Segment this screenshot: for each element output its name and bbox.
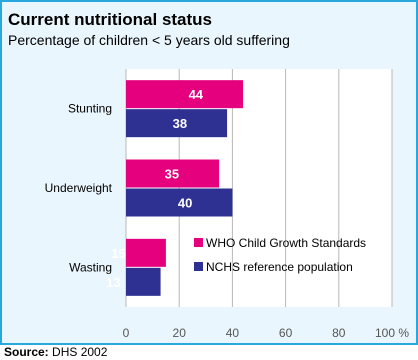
category-label: Wasting	[69, 260, 112, 274]
bar-value-label: 13	[106, 275, 120, 290]
bar	[126, 267, 161, 296]
bar-value-label: 38	[173, 116, 187, 131]
legend-label: WHO Child Growth Standards	[206, 236, 366, 250]
bar	[126, 238, 166, 267]
x-tick-label: 20	[173, 326, 187, 340]
source-text: DHS 2002	[52, 345, 108, 359]
legend-label: NCHS reference population	[206, 260, 353, 274]
legend-swatch	[194, 238, 203, 247]
plot-area	[126, 69, 392, 307]
bar	[126, 109, 228, 138]
category-label: Stunting	[68, 102, 112, 116]
bar	[126, 188, 233, 217]
bar-value-label: 40	[178, 196, 192, 211]
bar-value-label: 44	[189, 87, 204, 102]
legend-swatch	[194, 262, 203, 271]
chart-subtitle: Percentage of children < 5 years old suf…	[8, 32, 290, 48]
bar-value-label: 35	[165, 167, 179, 182]
source-label: Source:	[4, 345, 49, 359]
x-tick-label: 40	[226, 326, 240, 340]
bar	[126, 80, 244, 109]
category-label: Underweight	[45, 181, 113, 195]
bar	[126, 159, 220, 188]
x-tick-label: 100 %	[375, 326, 409, 340]
chart-title: Current nutritional status	[8, 10, 213, 29]
chart-frame: Current nutritional status Percentage of…	[0, 0, 418, 345]
x-tick-label: 0	[123, 326, 130, 340]
x-tick-label: 80	[332, 326, 346, 340]
bar-value-label: 15	[111, 246, 125, 261]
source-note: Source: DHS 2002	[4, 345, 107, 359]
x-tick-label: 60	[279, 326, 293, 340]
